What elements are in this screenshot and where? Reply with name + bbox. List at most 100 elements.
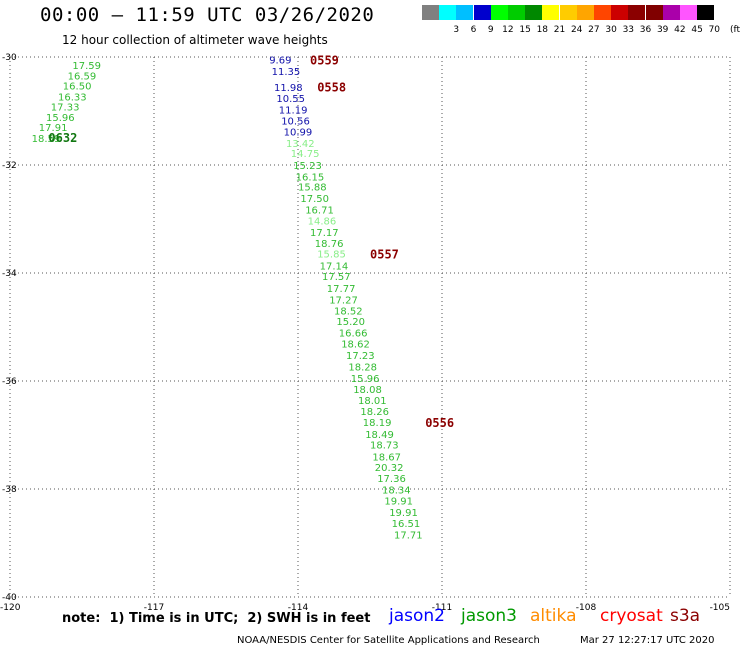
mission-legend-item: s3a [670,606,701,626]
wave-height-label: 19.91 [389,508,418,519]
wave-height-label: 19.91 [384,496,413,507]
wave-height-label: 16.15 [296,172,325,183]
pass-time-label: 0632 [48,131,77,145]
wave-height-label: 14.75 [291,149,320,160]
lat-tick-label: -40 [2,593,17,603]
map-subtitle: 12 hour collection of altimeter wave hei… [62,33,328,47]
wave-height-label: 17.57 [322,272,351,283]
wave-height-label: 16.59 [68,71,97,82]
wave-height-label: 17.33 [51,103,80,114]
scale-label: 45 [691,25,703,35]
wave-height-label: 18.01 [358,396,387,407]
pass-time-label: 0559 [310,54,339,68]
wave-height-label: 16.51 [392,519,421,530]
wave-height-label: 15.96 [351,374,380,385]
mission-legend-item: cryosat [600,606,663,626]
wave-height-label: 18.28 [348,362,377,373]
scale-swatch [525,5,543,20]
scale-swatch [594,5,611,20]
scale-label: 27 [588,25,600,35]
wave-height-label: 17.23 [346,351,375,362]
wave-height-label: 10.56 [281,117,310,128]
wave-height-label: 17.17 [310,228,339,239]
scale-swatch [611,5,629,20]
wave-height-label: 18.76 [315,239,344,250]
wave-height-label: 18.49 [365,430,394,441]
scale-swatch [439,5,457,20]
wave-height-label: 11.19 [279,105,308,116]
lat-tick-label: -30 [2,53,17,63]
scale-label: 6 [470,25,477,35]
lon-tick-label: -108 [576,603,597,613]
wave-height-label: 13.42 [286,139,315,150]
mission-legend-item: jason2 [389,606,445,626]
wave-height-label: 18.73 [370,441,399,452]
scale-swatch [473,5,491,20]
wave-height-label: 18.62 [341,340,370,351]
pass-time-label: 0557 [370,248,399,262]
wave-height-label: 17.59 [72,61,101,72]
scale-swatch [628,5,646,20]
scale-label: 21 [553,25,566,35]
scale-label: 39 [656,25,669,35]
wave-height-label: 17.77 [327,284,356,295]
wave-height-label: 16.33 [58,92,87,103]
wave-height-label: 16.71 [305,205,334,216]
color-scale-unit: (ft) [730,25,740,35]
wave-height-label: 18.34 [382,486,411,497]
credit-organization: NOAA/NESDIS Center for Satellite Applica… [237,635,540,646]
wave-height-label: 20.32 [375,463,404,474]
footer-note: note: 1) Time is in UTC; 2) SWH is in fe… [62,611,371,626]
scale-label: 70 [708,25,721,35]
scale-swatch [508,5,525,20]
lon-tick-label: -111 [432,603,452,613]
scale-label: 36 [639,25,652,35]
wave-height-label: 15.88 [298,183,327,194]
wave-height-label: 18.52 [334,306,363,317]
wave-height-label: 17.14 [320,261,349,272]
wave-height-label: 17.91 [39,123,68,134]
scale-label: 24 [570,25,583,35]
scale-swatch [559,5,577,20]
wave-height-label: 10.55 [276,94,305,105]
lat-tick-label: -34 [2,269,17,279]
scale-swatch [456,5,474,20]
wave-height-label: 15.23 [293,161,322,172]
scale-label: 12 [502,25,514,35]
wave-height-label: 18.67 [372,453,401,464]
lon-tick-label: -114 [288,603,309,613]
wave-height-label: 10.99 [284,128,313,139]
scale-label: 42 [674,25,686,35]
wave-height-label: 18.19 [363,418,392,429]
wave-height-label: 18.59 [32,134,61,145]
lat-tick-label: -38 [2,485,17,495]
scale-swatch [662,5,680,20]
scale-swatch [697,5,715,20]
scale-label: 33 [622,25,635,35]
scale-label: 3 [453,25,460,35]
wave-height-label: 17.36 [377,474,406,485]
mission-legend-item: jason3 [461,606,517,626]
wave-height-label: 11.35 [272,67,301,78]
wave-height-label: 14.86 [308,217,337,228]
wave-height-label: 11.98 [274,83,303,94]
lon-tick-label: -117 [144,603,164,613]
wave-height-label: 18.26 [360,407,389,418]
scale-swatch [542,5,560,20]
wave-height-label: 16.50 [63,82,92,93]
scale-swatch [490,5,508,20]
lon-tick-label: -105 [710,603,730,613]
wave-height-label: 17.71 [394,530,423,541]
scale-label: 15 [519,25,531,35]
wave-height-label: 9.69 [269,56,291,67]
wave-height-label: 17.27 [329,295,358,306]
wave-height-label: 16.66 [339,328,368,339]
map-title: 00:00 – 11:59 UTC 03/26/2020 [40,4,375,26]
wave-height-label: 15.85 [317,250,346,261]
wave-height-label: 17.50 [300,194,329,205]
scale-swatch [422,5,439,20]
mission-legend-item: altika [530,606,577,626]
pass-time-label: 0558 [317,81,346,95]
scale-swatch [645,5,663,20]
